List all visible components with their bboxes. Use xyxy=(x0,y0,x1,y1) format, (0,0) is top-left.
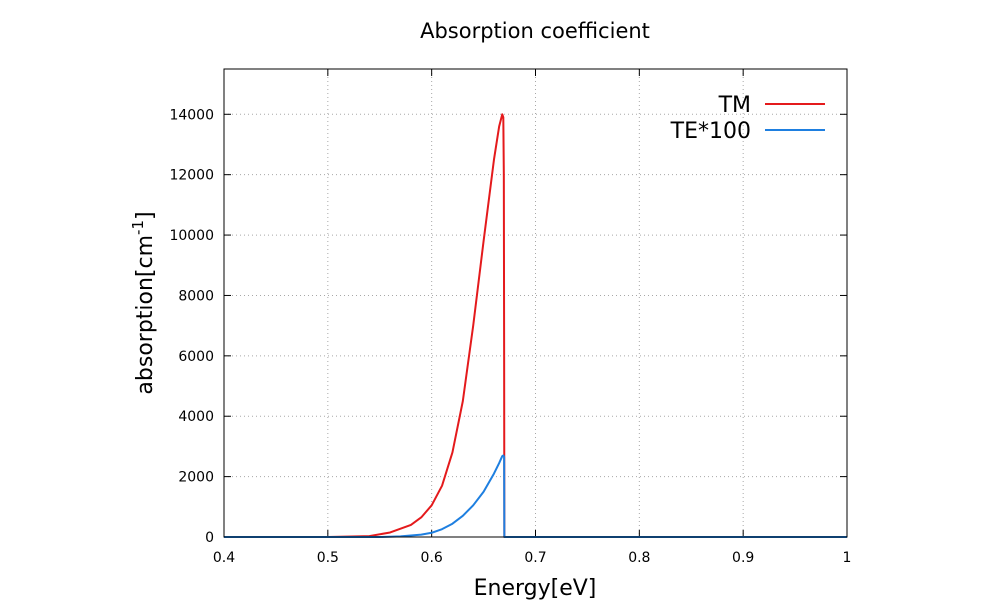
series-line-te xyxy=(224,454,847,538)
x-tick-label: 0.8 xyxy=(628,550,650,566)
plot-frame xyxy=(223,68,848,538)
y-axis-label-close: ] xyxy=(133,211,158,220)
x-tick-label: 0.5 xyxy=(317,550,339,566)
axis-ticks xyxy=(223,69,848,538)
grid-lines xyxy=(224,69,847,537)
y-tick-label: 2000 xyxy=(178,470,214,486)
x-axis-label: Energy[eV] xyxy=(474,576,597,600)
x-tick-label: 0.9 xyxy=(732,550,754,566)
y-tick-label: 8000 xyxy=(178,288,214,304)
y-axis-label: absorption[cm-1] xyxy=(129,211,158,394)
chart-title: Absorption coefficient xyxy=(420,19,650,43)
y-axis-label-main: absorption[cm xyxy=(133,235,158,395)
x-tick-label: 0.6 xyxy=(421,550,443,566)
y-tick-label: 10000 xyxy=(169,228,214,244)
y-tick-label: 4000 xyxy=(178,409,214,425)
y-tick-label: 6000 xyxy=(178,349,214,365)
y-axis-label-superscript: -1 xyxy=(129,220,147,235)
y-tick-labels: 0 2000 4000 6000 8000 10000 12000 14000 xyxy=(169,107,214,546)
x-tick-label: 0.7 xyxy=(524,550,546,566)
y-tick-label: 0 xyxy=(205,530,214,546)
y-tick-label: 12000 xyxy=(169,168,214,184)
y-tick-label: 14000 xyxy=(169,107,214,123)
legend-label: TM xyxy=(718,93,751,118)
x-tick-labels: 0.4 0.5 0.6 0.7 0.8 0.9 1 xyxy=(213,550,852,566)
x-tick-label: 1 xyxy=(843,550,852,566)
x-tick-label: 0.4 xyxy=(213,550,235,566)
legend-label: TE*100 xyxy=(670,119,751,144)
